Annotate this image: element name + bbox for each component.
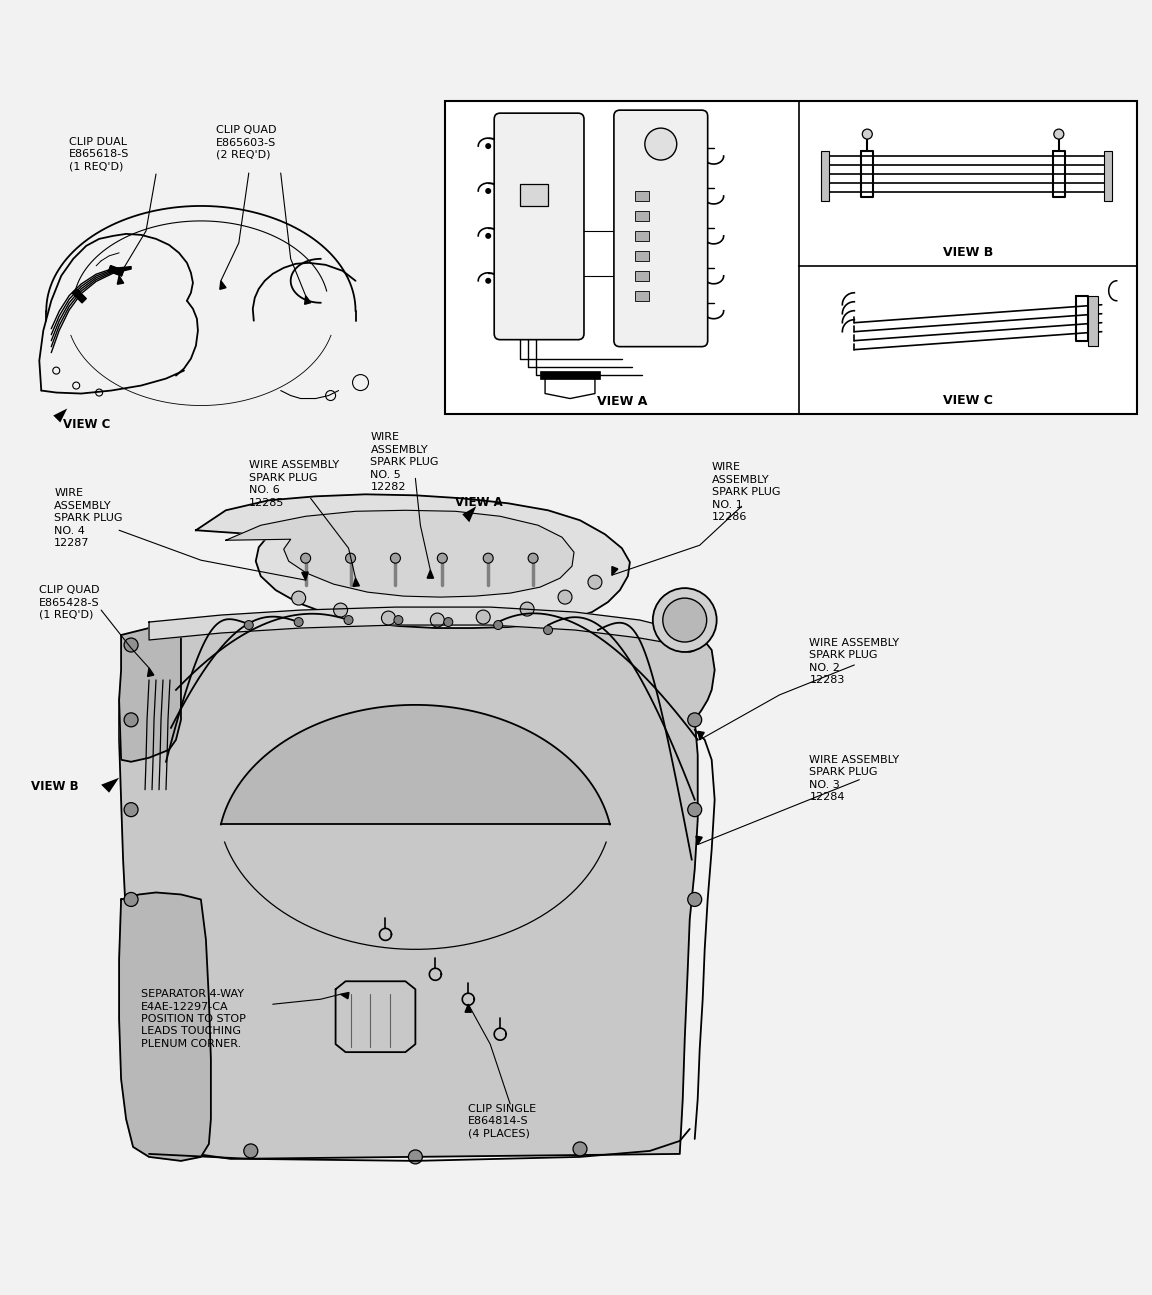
Circle shape bbox=[346, 553, 356, 563]
Circle shape bbox=[683, 638, 697, 651]
Bar bbox=[635, 231, 649, 241]
Polygon shape bbox=[101, 778, 119, 793]
Text: WIRE
ASSEMBLY
SPARK PLUG
NO. 5
12282: WIRE ASSEMBLY SPARK PLUG NO. 5 12282 bbox=[371, 433, 439, 492]
Circle shape bbox=[688, 892, 702, 906]
Bar bbox=[635, 251, 649, 260]
Circle shape bbox=[291, 591, 305, 605]
Circle shape bbox=[244, 1143, 258, 1158]
Bar bbox=[1104, 152, 1112, 201]
Circle shape bbox=[1054, 130, 1063, 139]
Polygon shape bbox=[302, 572, 308, 580]
Circle shape bbox=[485, 142, 491, 149]
Text: WIRE ASSEMBLY
SPARK PLUG
NO. 3
12284: WIRE ASSEMBLY SPARK PLUG NO. 3 12284 bbox=[810, 755, 900, 802]
Bar bbox=[1087, 295, 1098, 346]
Polygon shape bbox=[226, 510, 574, 597]
Circle shape bbox=[544, 625, 553, 635]
Text: VIEW C: VIEW C bbox=[943, 394, 993, 407]
Bar bbox=[540, 370, 600, 378]
Polygon shape bbox=[220, 281, 226, 289]
Circle shape bbox=[494, 620, 502, 629]
Polygon shape bbox=[341, 992, 349, 998]
Circle shape bbox=[244, 620, 253, 629]
Circle shape bbox=[653, 588, 717, 651]
Text: VIEW B: VIEW B bbox=[31, 780, 79, 793]
Circle shape bbox=[521, 602, 535, 616]
Circle shape bbox=[294, 618, 303, 627]
Circle shape bbox=[124, 892, 138, 906]
Polygon shape bbox=[196, 495, 630, 628]
Polygon shape bbox=[53, 408, 67, 422]
Circle shape bbox=[573, 1142, 588, 1156]
Polygon shape bbox=[119, 622, 181, 761]
Polygon shape bbox=[353, 578, 359, 587]
Circle shape bbox=[124, 638, 138, 651]
Polygon shape bbox=[304, 295, 311, 304]
Text: CLIP QUAD
E865603-S
(2 REQ'D): CLIP QUAD E865603-S (2 REQ'D) bbox=[215, 126, 276, 159]
Circle shape bbox=[334, 603, 348, 616]
Text: CLIP SINGLE
E864814-S
(4 PLACES): CLIP SINGLE E864814-S (4 PLACES) bbox=[468, 1105, 537, 1138]
Bar bbox=[635, 211, 649, 221]
Polygon shape bbox=[119, 618, 714, 1159]
Text: CLIP QUAD
E865428-S
(1 REQ'D): CLIP QUAD E865428-S (1 REQ'D) bbox=[39, 585, 100, 620]
Circle shape bbox=[662, 598, 706, 642]
Circle shape bbox=[688, 712, 702, 726]
Text: WIRE ASSEMBLY
SPARK PLUG
NO. 2
12283: WIRE ASSEMBLY SPARK PLUG NO. 2 12283 bbox=[810, 638, 900, 685]
Text: CLIP DUAL
E865618-S
(1 REQ'D): CLIP DUAL E865618-S (1 REQ'D) bbox=[69, 137, 129, 172]
Bar bbox=[635, 190, 649, 201]
Circle shape bbox=[431, 613, 445, 627]
Polygon shape bbox=[462, 506, 476, 522]
Polygon shape bbox=[696, 837, 703, 844]
Circle shape bbox=[485, 233, 491, 238]
Circle shape bbox=[124, 803, 138, 817]
Bar bbox=[821, 152, 829, 201]
Polygon shape bbox=[427, 570, 433, 578]
Circle shape bbox=[485, 278, 491, 284]
Text: SEPARATOR 4-WAY
E4AE-12297-CA
POSITION TO STOP
LEADS TOUCHING
PLENUM CORNER.: SEPARATOR 4-WAY E4AE-12297-CA POSITION T… bbox=[141, 989, 245, 1049]
Polygon shape bbox=[108, 265, 123, 276]
Text: VIEW A: VIEW A bbox=[597, 395, 647, 408]
Circle shape bbox=[476, 610, 491, 624]
Polygon shape bbox=[465, 1004, 471, 1013]
Bar bbox=[521, 184, 548, 206]
Polygon shape bbox=[118, 276, 123, 284]
Polygon shape bbox=[147, 668, 154, 676]
Circle shape bbox=[391, 553, 401, 563]
Polygon shape bbox=[221, 704, 609, 825]
Circle shape bbox=[409, 1150, 423, 1164]
Text: VIEW C: VIEW C bbox=[63, 418, 111, 431]
Circle shape bbox=[528, 553, 538, 563]
Polygon shape bbox=[612, 566, 617, 575]
Text: WIRE ASSEMBLY
SPARK PLUG
NO. 6
12285: WIRE ASSEMBLY SPARK PLUG NO. 6 12285 bbox=[249, 461, 339, 508]
Bar bbox=[446, 101, 1137, 413]
Polygon shape bbox=[73, 289, 86, 303]
Text: WIRE
ASSEMBLY
SPARK PLUG
NO. 1
12286: WIRE ASSEMBLY SPARK PLUG NO. 1 12286 bbox=[712, 462, 780, 522]
Circle shape bbox=[588, 575, 602, 589]
Circle shape bbox=[124, 712, 138, 726]
Bar bbox=[635, 291, 649, 300]
FancyBboxPatch shape bbox=[614, 110, 707, 347]
Circle shape bbox=[444, 618, 453, 627]
Circle shape bbox=[645, 128, 676, 161]
Circle shape bbox=[438, 553, 447, 563]
Circle shape bbox=[301, 553, 311, 563]
Text: VIEW A: VIEW A bbox=[455, 496, 503, 509]
Circle shape bbox=[863, 130, 872, 139]
Circle shape bbox=[394, 615, 403, 624]
Text: VIEW B: VIEW B bbox=[943, 246, 993, 259]
Polygon shape bbox=[149, 607, 680, 645]
Circle shape bbox=[558, 591, 573, 603]
Polygon shape bbox=[119, 892, 211, 1160]
Text: WIRE
ASSEMBLY
SPARK PLUG
NO. 4
12287: WIRE ASSEMBLY SPARK PLUG NO. 4 12287 bbox=[54, 488, 123, 548]
Circle shape bbox=[688, 803, 702, 817]
Circle shape bbox=[485, 188, 491, 194]
Polygon shape bbox=[698, 732, 704, 739]
Bar bbox=[635, 271, 649, 281]
Circle shape bbox=[344, 615, 353, 624]
Circle shape bbox=[483, 553, 493, 563]
Circle shape bbox=[381, 611, 395, 625]
FancyBboxPatch shape bbox=[494, 113, 584, 339]
